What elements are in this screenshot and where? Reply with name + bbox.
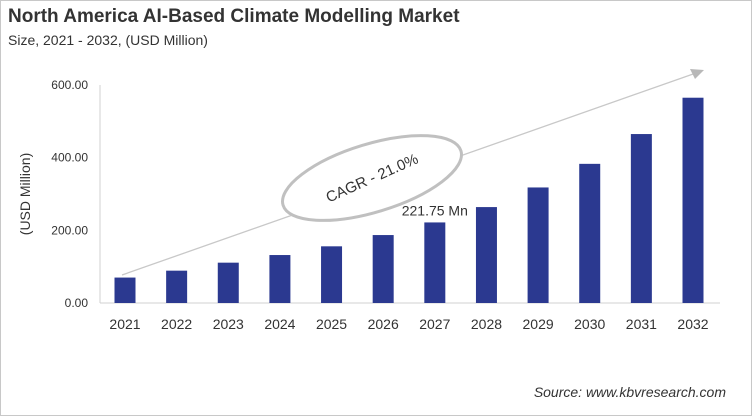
bar-2032: [682, 97, 704, 303]
bar-2029: [527, 187, 549, 303]
bar-2026: [372, 235, 394, 303]
bar-2030: [579, 163, 601, 303]
bar-2021: [114, 277, 136, 303]
x-tick-label: 2025: [316, 316, 347, 332]
bar-2022: [166, 270, 188, 303]
x-tick-label: 2030: [574, 316, 605, 332]
y-tick-label: 200.00: [51, 223, 88, 237]
source-text: Source: www.kbvresearch.com: [533, 384, 726, 400]
bar-2031: [630, 134, 652, 303]
bar-2025: [321, 246, 343, 303]
y-tick-label: 0.00: [65, 296, 89, 310]
x-tick-label: 2021: [109, 316, 140, 332]
data-label: 221.75 Mn: [402, 202, 468, 218]
x-tick-label: 2028: [471, 316, 502, 332]
cagr-ellipse: [281, 134, 463, 222]
x-tick-label: 2027: [419, 316, 450, 332]
x-tick-label: 2024: [264, 316, 295, 332]
x-tick-label: 2023: [213, 316, 244, 332]
x-tick-label: 2031: [626, 316, 657, 332]
bar-2027: [424, 222, 446, 303]
bar-2024: [269, 255, 291, 303]
x-tick-label: 2026: [368, 316, 399, 332]
chart-subtitle: Size, 2021 - 2032, (USD Million): [8, 32, 208, 48]
x-tick-label: 2022: [161, 316, 192, 332]
y-tick-label: 600.00: [51, 78, 88, 92]
y-tick-label: 400.00: [51, 151, 88, 165]
y-axis-label: (USD Million): [17, 153, 33, 235]
chart-title: North America AI-Based Climate Modelling…: [8, 6, 460, 27]
x-tick-label: 2029: [523, 316, 554, 332]
bar-2028: [475, 207, 497, 303]
bar-2023: [217, 262, 239, 303]
x-tick-label: 2032: [677, 316, 708, 332]
trend-arrow-head-icon: [690, 69, 704, 79]
